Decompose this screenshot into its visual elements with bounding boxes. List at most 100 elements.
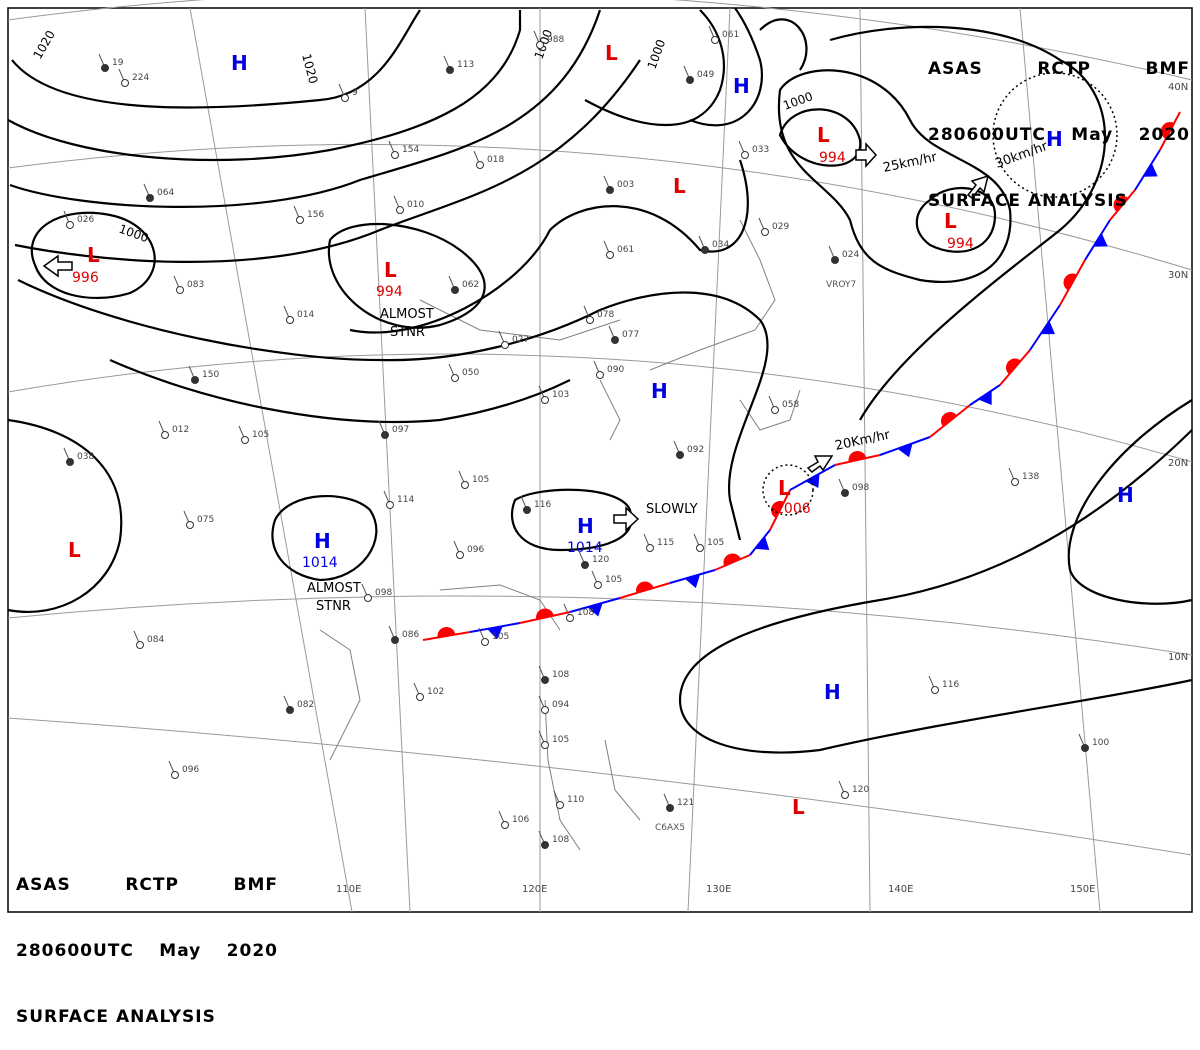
station-circle-icon bbox=[606, 251, 614, 259]
station-plots: 19 224 9 113 988 061 049 154 018 003 033 010 064 156 0… bbox=[63, 25, 1109, 849]
latitude-label: 20N bbox=[1168, 458, 1188, 469]
station-plot: 018 bbox=[473, 150, 504, 169]
station-plot: 082 bbox=[283, 695, 314, 714]
station-plot: 108 bbox=[563, 603, 594, 622]
latitude-label: 30N bbox=[1168, 270, 1188, 281]
station-plot: 096 bbox=[453, 540, 484, 559]
cold-front-icon bbox=[978, 390, 992, 405]
station-circle-icon bbox=[381, 431, 389, 439]
warm-front-icon bbox=[1006, 358, 1021, 375]
weather-map: 1020 1020 1000 1000 1000 1000 H H H H H … bbox=[7, 0, 1193, 913]
station-value: 061 bbox=[722, 30, 739, 40]
header-station: RCTP bbox=[1037, 59, 1091, 79]
longitude-label: 130E bbox=[706, 884, 731, 895]
station-plot: 090 bbox=[593, 360, 624, 379]
low-center: L bbox=[605, 41, 618, 65]
isobars bbox=[7, 7, 1193, 754]
station-circle-icon bbox=[416, 693, 424, 701]
station-value: 062 bbox=[462, 280, 479, 290]
station-circle-icon bbox=[606, 186, 614, 194]
stationary-label: ALMOST bbox=[307, 581, 361, 596]
low-center: L bbox=[87, 243, 100, 267]
pressure-value: 1014 bbox=[567, 540, 603, 556]
station-value: 108 bbox=[577, 608, 594, 618]
latitude-label: 40N bbox=[1168, 82, 1188, 93]
low-center: L bbox=[792, 795, 805, 819]
station-plot: 154 bbox=[388, 140, 419, 159]
station-circle-icon bbox=[541, 841, 549, 849]
station-circle-icon bbox=[536, 41, 544, 49]
pressure-values: 1014 1014 994 994 996 994 1006 bbox=[72, 150, 974, 571]
station-value: 110 bbox=[567, 795, 584, 805]
station-value: 029 bbox=[772, 222, 789, 232]
station-plot: 003 bbox=[603, 175, 634, 194]
station-plot: 064 bbox=[143, 183, 174, 202]
station-value: 098 bbox=[852, 483, 869, 493]
station-value: 084 bbox=[147, 635, 164, 645]
station-circle-icon bbox=[541, 676, 549, 684]
station-ids: VROY7 C6AX5 bbox=[655, 280, 856, 833]
station-value: 103 bbox=[552, 390, 569, 400]
station-value: 026 bbox=[77, 215, 94, 225]
low-center: L bbox=[944, 209, 957, 233]
header-top: ASAS RCTP BMF 280600UTC May 2020 SURFACE… bbox=[928, 14, 1190, 234]
station-value: 121 bbox=[677, 798, 694, 808]
station-plot: 024 bbox=[828, 245, 859, 264]
station-value: 090 bbox=[607, 365, 624, 375]
station-circle-icon bbox=[831, 256, 839, 264]
station-plot: 058 bbox=[768, 395, 799, 414]
low-center: L bbox=[673, 174, 686, 198]
station-plot: 105 bbox=[693, 533, 724, 552]
station-circle-icon bbox=[476, 161, 484, 169]
station-circle-icon bbox=[451, 286, 459, 294]
station-circle-icon bbox=[451, 374, 459, 382]
station-value: 113 bbox=[457, 60, 474, 70]
station-circle-icon bbox=[594, 581, 602, 589]
station-id: C6AX5 bbox=[655, 823, 685, 833]
station-plot: 075 bbox=[183, 510, 214, 529]
station-plot: 026 bbox=[63, 210, 94, 229]
station-value: 105 bbox=[472, 475, 489, 485]
high-center: H bbox=[651, 379, 668, 403]
high-center: H bbox=[577, 514, 594, 538]
station-plot: 116 bbox=[520, 495, 551, 514]
station-value: 058 bbox=[782, 400, 799, 410]
longitude-label: 120E bbox=[522, 884, 547, 895]
station-circle-icon bbox=[446, 66, 454, 74]
station-plot: 102 bbox=[413, 682, 444, 701]
station-value: 012 bbox=[172, 425, 189, 435]
station-value: 034 bbox=[712, 240, 729, 250]
station-value: 105 bbox=[552, 735, 569, 745]
low-center: L bbox=[817, 123, 830, 147]
station-value: 120 bbox=[852, 785, 869, 795]
high-center: H bbox=[1046, 127, 1063, 151]
station-plot: 098 bbox=[361, 583, 392, 602]
high-center: H bbox=[231, 51, 248, 75]
station-plot: 096 bbox=[168, 760, 199, 779]
station-plot: 116 bbox=[928, 675, 959, 694]
station-id: VROY7 bbox=[826, 280, 856, 290]
cold-front-icon bbox=[755, 536, 770, 550]
station-plot: 120 bbox=[578, 550, 609, 569]
pressure-value: 996 bbox=[72, 270, 99, 286]
station-circle-icon bbox=[761, 228, 769, 236]
station-plot: 115 bbox=[643, 533, 674, 552]
station-value: 064 bbox=[157, 188, 174, 198]
station-value: 098 bbox=[375, 588, 392, 598]
station-value: 102 bbox=[427, 687, 444, 697]
stationary-label: STNR bbox=[316, 599, 351, 614]
station-value: 096 bbox=[182, 765, 199, 775]
station-value: 024 bbox=[842, 250, 859, 260]
station-value: 092 bbox=[687, 445, 704, 455]
low-center: L bbox=[68, 538, 81, 562]
station-plot: 105 bbox=[458, 470, 489, 489]
station-circle-icon bbox=[136, 641, 144, 649]
pressure-value: 994 bbox=[947, 236, 974, 252]
warm-front-icon bbox=[1113, 196, 1129, 212]
station-plot: 120 bbox=[838, 780, 869, 799]
station-value: 116 bbox=[942, 680, 959, 690]
station-circle-icon bbox=[391, 636, 399, 644]
station-plot: 097 bbox=[378, 420, 409, 439]
station-circle-icon bbox=[646, 544, 654, 552]
graticule-labels: 40N 30N 20N 10N 110E 120E 130E 140E 150E bbox=[336, 82, 1188, 895]
